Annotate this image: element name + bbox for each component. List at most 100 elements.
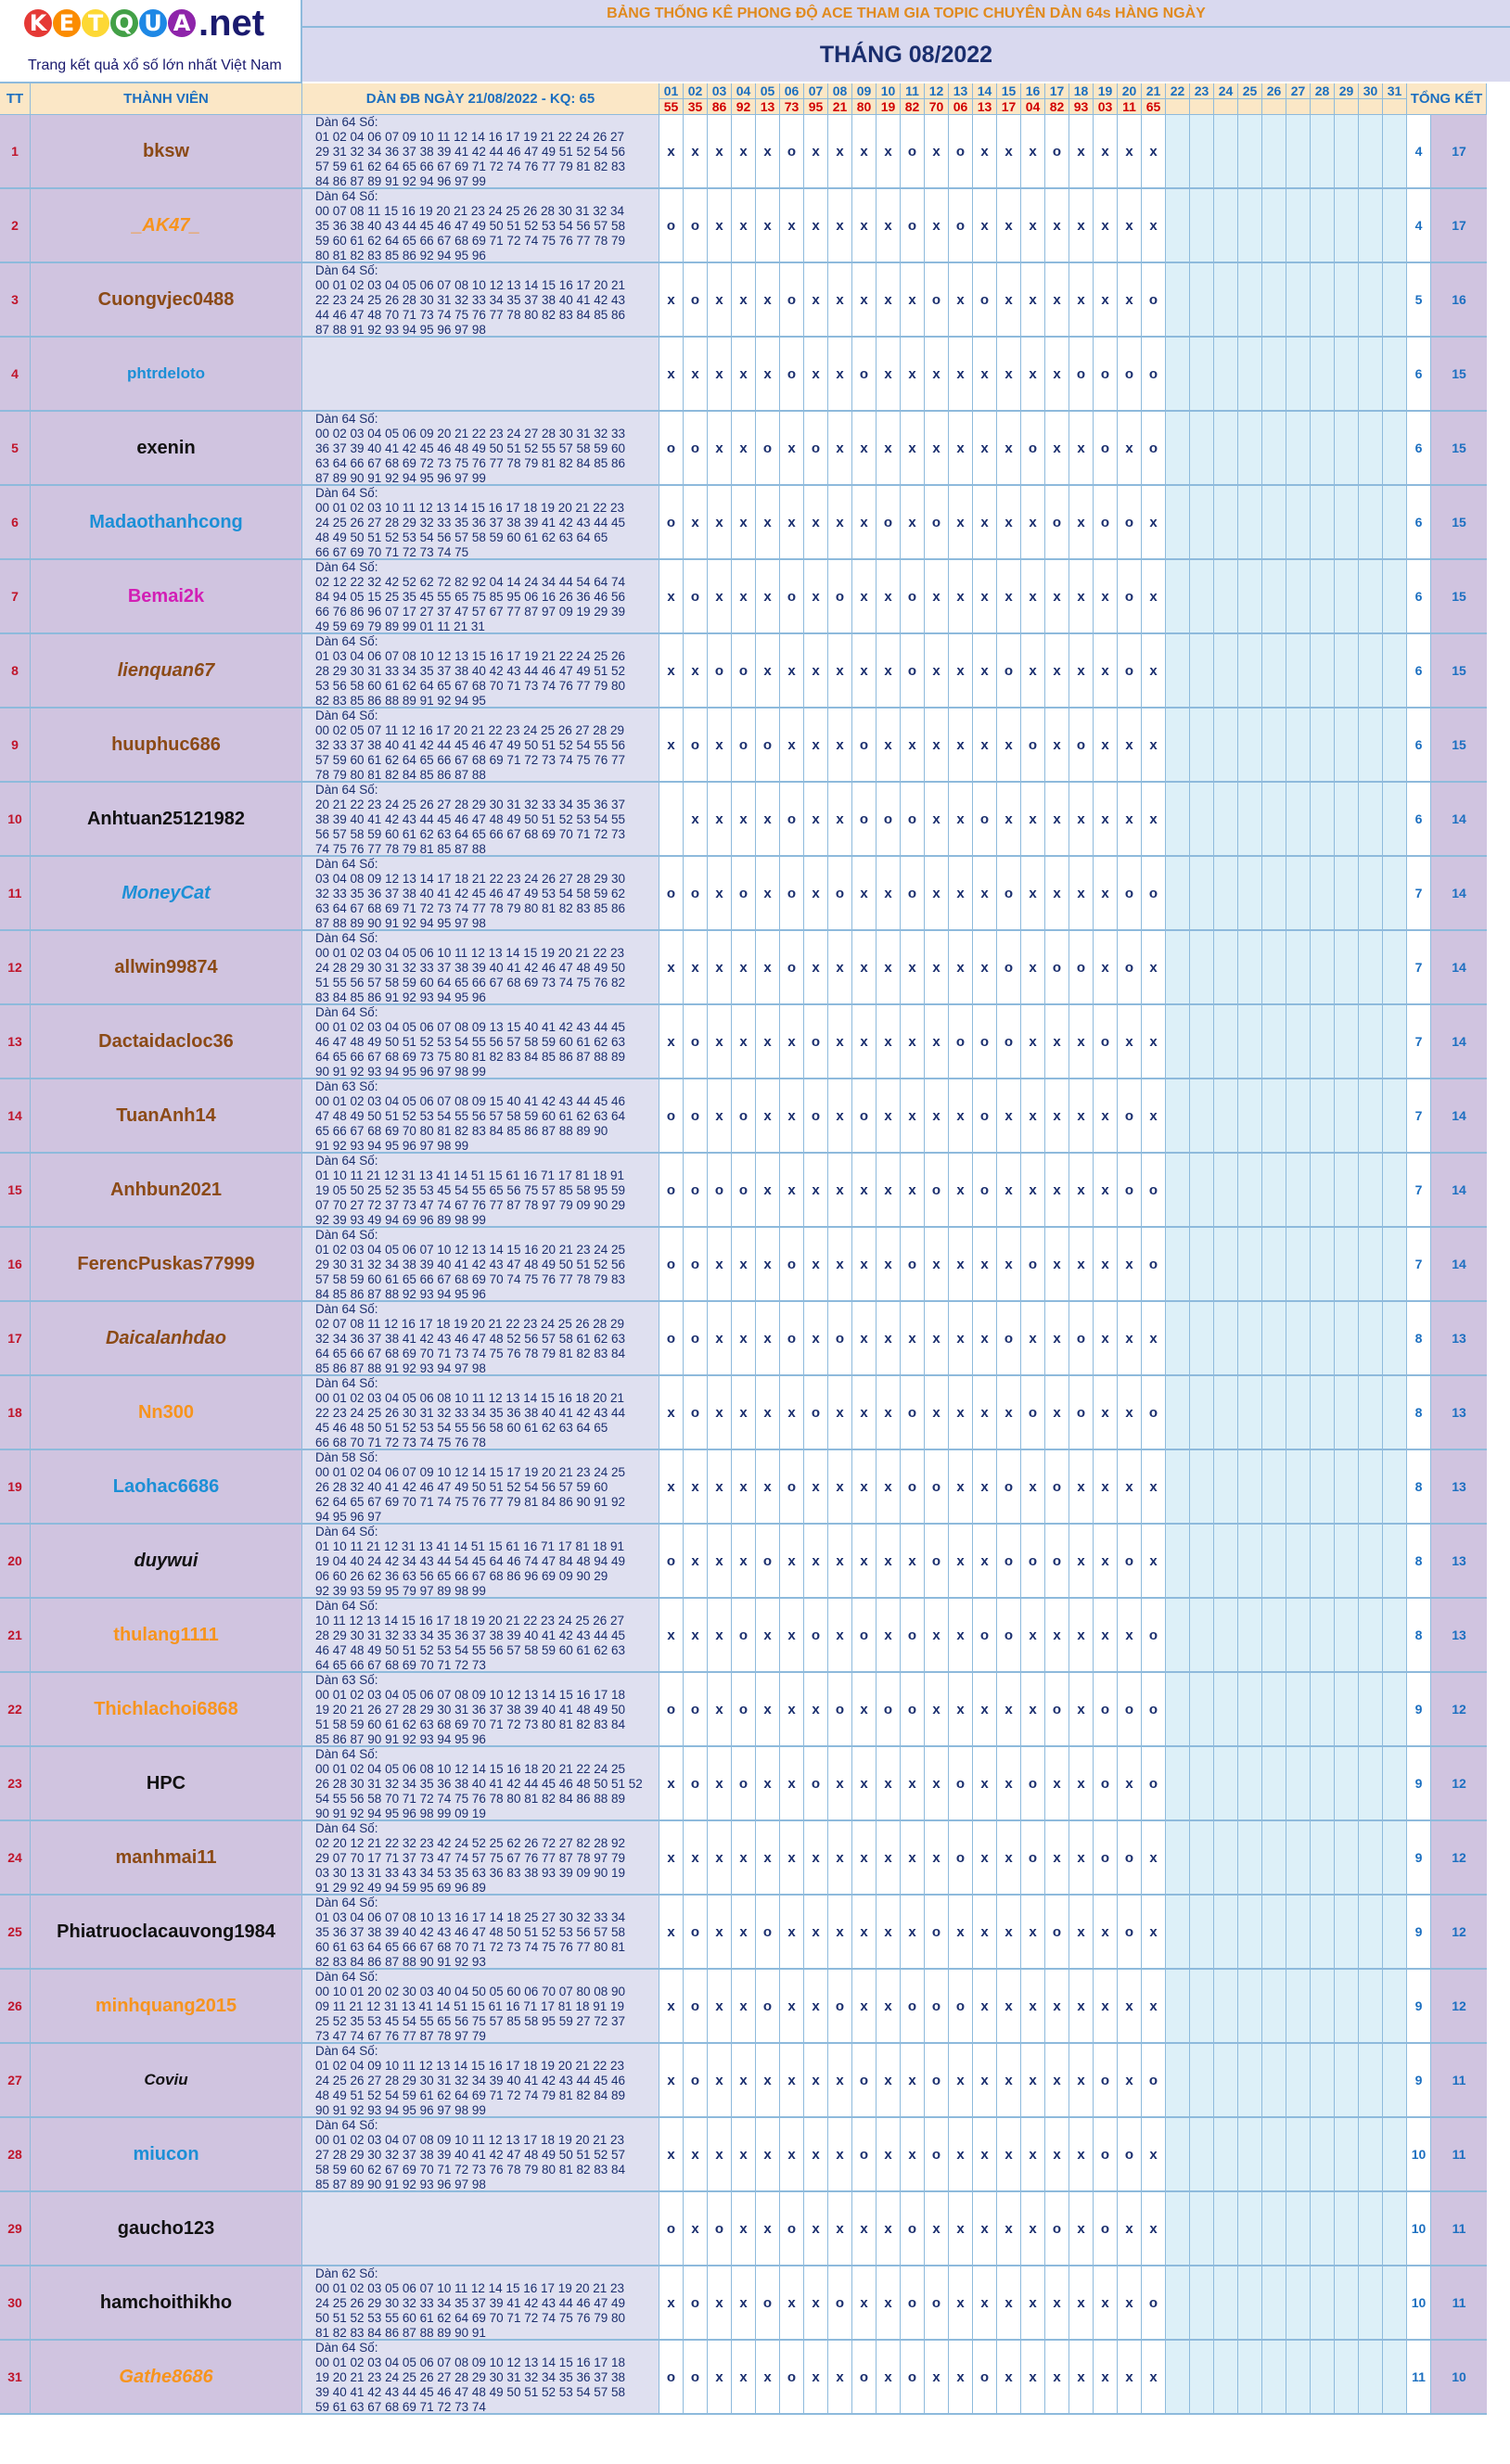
day-cell — [1190, 1970, 1214, 2044]
miss-mark: x — [973, 634, 997, 709]
hit-mark: o — [1142, 263, 1166, 338]
day-cell — [1383, 1525, 1407, 1599]
miss-mark: x — [780, 1154, 804, 1228]
miss-mark: x — [756, 486, 780, 560]
hit-mark: o — [659, 1154, 684, 1228]
member-name[interactable]: gaucho123 — [31, 2192, 302, 2266]
hit-mark: o — [1142, 1376, 1166, 1450]
day-cell — [1311, 115, 1335, 189]
miss-mark: x — [852, 931, 877, 1005]
miss-mark: x — [1142, 634, 1166, 709]
member-name[interactable]: phtrdeloto — [31, 338, 302, 412]
member-name[interactable]: thulang1111 — [31, 1599, 302, 1673]
miss-mark: x — [1118, 783, 1142, 857]
member-name[interactable]: minhquang2015 — [31, 1970, 302, 2044]
hit-mark: o — [949, 1005, 973, 1079]
total-hits: 14 — [1431, 1154, 1487, 1228]
number-set-line: 91 92 93 94 95 96 97 98 99 — [315, 1139, 469, 1153]
miss-mark: x — [708, 486, 732, 560]
header-day: 05 — [756, 83, 780, 99]
hit-mark: o — [901, 783, 925, 857]
member-name[interactable]: MoneyCat — [31, 857, 302, 931]
member-name[interactable]: TuanAnh14 — [31, 1079, 302, 1154]
member-name[interactable]: Phiatruoclacauvong1984 — [31, 1896, 302, 1970]
member-name[interactable]: Gathe8686 — [31, 2341, 302, 2415]
day-cell — [1190, 709, 1214, 783]
header-result: 73 — [780, 99, 804, 115]
total-hits: 15 — [1431, 560, 1487, 634]
miss-mark: x — [1069, 412, 1094, 486]
miss-mark: x — [1045, 1302, 1069, 1376]
member-name[interactable]: Anhbun2021 — [31, 1154, 302, 1228]
miss-mark: x — [684, 1821, 708, 1896]
member-name[interactable]: huuphuc686 — [31, 709, 302, 783]
member-name[interactable]: manhmai11 — [31, 1821, 302, 1896]
member-name[interactable]: Daicalanhdao — [31, 1302, 302, 1376]
miss-mark: x — [1045, 2266, 1069, 2341]
hit-mark: o — [732, 857, 756, 931]
number-set-line: 66 67 69 70 71 72 73 74 75 — [315, 545, 469, 559]
row-number: 22 — [0, 1673, 31, 1747]
member-name[interactable]: Madaothanhcong — [31, 486, 302, 560]
miss-mark: x — [756, 263, 780, 338]
member-name[interactable]: Cuongvjec0488 — [31, 263, 302, 338]
day-cell — [1286, 1376, 1311, 1450]
number-set-line: 46 47 48 49 50 51 52 53 54 55 56 57 58 5… — [315, 1035, 626, 1049]
miss-mark: x — [997, 783, 1021, 857]
member-name[interactable]: Dactaidacloc36 — [31, 1005, 302, 1079]
miss-mark: x — [1069, 2192, 1094, 2266]
member-name[interactable]: miucon — [31, 2118, 302, 2192]
member-name[interactable]: Anhtuan25121982 — [31, 783, 302, 857]
day-cell — [1311, 1302, 1335, 1376]
hit-mark: o — [732, 1747, 756, 1821]
member-name[interactable]: Bemai2k — [31, 560, 302, 634]
header-day: 06 — [780, 83, 804, 99]
miss-mark: x — [804, 115, 828, 189]
miss-mark: x — [684, 2192, 708, 2266]
day-cell — [1190, 1302, 1214, 1376]
day-cell — [1166, 2266, 1190, 2341]
header-result: 35 — [684, 99, 708, 115]
number-set-line: 01 02 04 09 10 11 12 13 14 15 16 17 18 1… — [315, 2059, 625, 2073]
hit-mark: o — [1094, 412, 1118, 486]
member-name[interactable]: Thichlachoi6868 — [31, 1673, 302, 1747]
member-name[interactable]: lienquan67 — [31, 634, 302, 709]
hit-mark: o — [732, 1673, 756, 1747]
member-name[interactable]: exenin — [31, 412, 302, 486]
miss-mark: x — [1045, 560, 1069, 634]
site-logo[interactable]: K E T Q U A .net Trang kết quả xổ số lớn nhất … — [0, 0, 302, 83]
miss-mark: x — [877, 189, 901, 263]
member-name[interactable]: _AK47_ — [31, 189, 302, 263]
member-name[interactable]: Nn300 — [31, 1376, 302, 1450]
member-name[interactable]: FerencPuskas77999 — [31, 1228, 302, 1302]
member-name[interactable]: Laohac6686 — [31, 1450, 302, 1525]
miss-mark: x — [732, 2118, 756, 2192]
member-name[interactable]: bksw — [31, 115, 302, 189]
number-set-line: 44 46 47 48 70 71 73 74 75 76 77 78 80 8… — [315, 308, 626, 322]
member-name[interactable]: hamchoithikho — [31, 2266, 302, 2341]
member-name[interactable]: HPC — [31, 1747, 302, 1821]
day-cell — [1262, 857, 1286, 931]
miss-mark: x — [708, 783, 732, 857]
miss-mark: x — [877, 2266, 901, 2341]
day-cell — [1311, 486, 1335, 560]
day-cell — [1166, 115, 1190, 189]
total-misses: 6 — [1407, 560, 1431, 634]
member-name[interactable]: Coviu — [31, 2044, 302, 2118]
total-misses: 8 — [1407, 1376, 1431, 1450]
hit-mark: o — [1118, 2118, 1142, 2192]
hit-mark: o — [804, 1079, 828, 1154]
miss-mark: x — [708, 2266, 732, 2341]
miss-mark: x — [756, 857, 780, 931]
header-day: 16 — [1021, 83, 1045, 99]
member-name[interactable]: allwin99874 — [31, 931, 302, 1005]
member-name[interactable]: duywui — [31, 1525, 302, 1599]
number-set-title: Dàn 63 Số: — [315, 1673, 378, 1687]
day-cell — [1383, 857, 1407, 931]
miss-mark: x — [828, 709, 852, 783]
miss-mark: x — [708, 2044, 732, 2118]
hit-mark: o — [1118, 1896, 1142, 1970]
day-cell — [1383, 115, 1407, 189]
number-set-line: 06 60 26 62 36 63 56 65 66 67 68 86 96 6… — [315, 1569, 608, 1583]
miss-mark: x — [852, 1154, 877, 1228]
